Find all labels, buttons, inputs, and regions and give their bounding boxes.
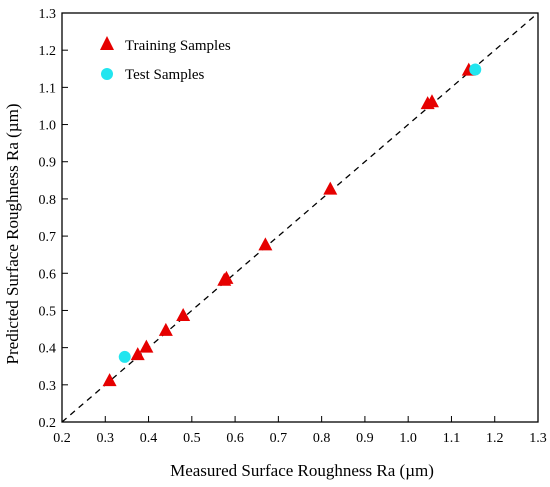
- y-tick-label: 0.4: [39, 342, 57, 357]
- data-points: [102, 62, 482, 387]
- x-tick-label: 1.0: [399, 431, 417, 446]
- y-tick-label: 0.7: [39, 230, 57, 245]
- y-tick-label: 0.2: [39, 416, 57, 431]
- y-tick-label: 1.3: [39, 7, 57, 22]
- y-axis-title: Predicted Surface Roughness Ra (µm): [3, 104, 22, 365]
- training-sample-point: [130, 347, 145, 361]
- y-tick-label: 1.1: [39, 81, 57, 96]
- y-tick-label: 1.2: [39, 44, 57, 59]
- training-sample-point: [139, 339, 154, 353]
- y-tick-label: 0.6: [39, 267, 57, 282]
- test-sample-point: [469, 63, 482, 76]
- x-tick-label: 0.9: [356, 431, 374, 446]
- plot-frame: [61, 12, 539, 423]
- x-tick-label: 1.3: [529, 431, 547, 446]
- training-sample-point: [323, 181, 338, 195]
- x-tick-label: 0.2: [53, 431, 71, 446]
- x-axis-title: Measured Surface Roughness Ra (µm): [170, 461, 434, 480]
- legend-circle-marker: [101, 68, 113, 80]
- legend-triangle-marker: [100, 36, 114, 50]
- x-tick-label: 0.7: [270, 431, 288, 446]
- training-sample-point: [258, 237, 273, 251]
- tick-labels: 0.2 0.3 0.4 0.5 0.6 0.7 0.8 0.9 1.0 1.1 1.2 1.3 0.2 0…: [39, 7, 547, 446]
- x-tick-label: 0.6: [226, 431, 244, 446]
- x-tick-label: 0.4: [140, 431, 158, 446]
- y-tick-label: 1.0: [39, 119, 57, 134]
- legend-label-test: Test Samples: [125, 67, 205, 83]
- training-sample-point: [424, 94, 439, 108]
- x-tick-label: 0.8: [313, 431, 331, 446]
- training-sample-point: [102, 373, 117, 387]
- y-tick-label: 0.8: [39, 193, 57, 208]
- y-tick-label: 0.3: [39, 379, 57, 394]
- training-sample-point: [219, 270, 234, 284]
- legend-label-training: Training Samples: [125, 38, 231, 54]
- x-tick-label: 0.3: [97, 431, 115, 446]
- training-sample-point: [158, 322, 173, 336]
- x-tick-label: 1.1: [443, 431, 461, 446]
- x-tick-label: 0.5: [183, 431, 201, 446]
- legend: Training Samples Test Samples: [100, 36, 231, 83]
- training-sample-point: [176, 308, 191, 322]
- x-tick-label: 1.2: [486, 431, 504, 446]
- y-tick-label: 0.5: [39, 304, 57, 319]
- y-tick-label: 0.9: [39, 156, 57, 171]
- test-sample-point: [118, 350, 131, 363]
